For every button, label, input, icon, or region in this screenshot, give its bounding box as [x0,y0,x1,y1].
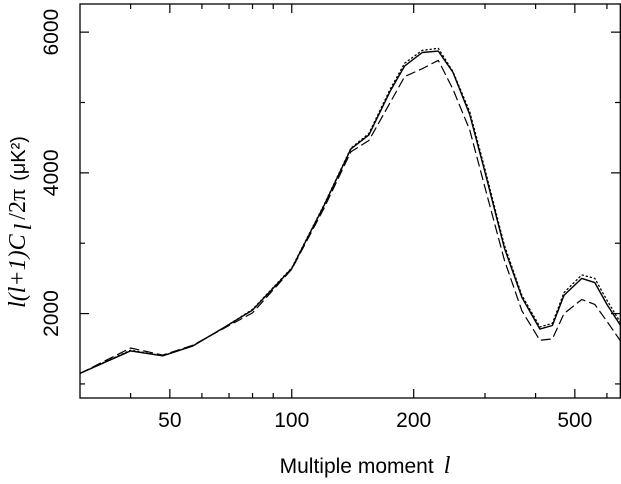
x-tick-label: 100 [274,409,309,432]
x-axis-title-text: Multiple moment l [280,453,451,479]
y-axis-title-text: l(l+1)C l /2π (μK²) [5,136,37,308]
y-axis-title-suffix: /2π [5,189,31,220]
series-line-dotted [80,47,621,375]
y-axis-title-prefix: l(l+1)C [5,233,31,308]
x-axis-title-symbol: l [444,453,451,479]
x-tick-label: 200 [396,409,431,432]
x-axis-title: Multiple moment l [280,453,451,479]
axes-layer: 50 100 200 500 2000 4000 6000 [40,3,621,432]
y-tick-label: 6000 [40,9,63,56]
x-tick-label: 50 [158,409,181,432]
series-line-solid [80,50,621,375]
x-tick-label: 500 [557,409,592,432]
plot-frame [79,3,621,399]
plot-layer [80,47,621,375]
series-line-dashed [80,59,621,374]
y-axis-title: l(l+1)C l /2π (μK²) [5,136,37,308]
y-tick-label: 2000 [40,290,63,337]
y-axis-title-subscript: l [11,223,37,230]
x-axis-title-label: Multiple moment [280,455,434,478]
y-tick-label: 4000 [40,149,63,196]
y-axis-title-unit: (μK²) [8,136,30,181]
